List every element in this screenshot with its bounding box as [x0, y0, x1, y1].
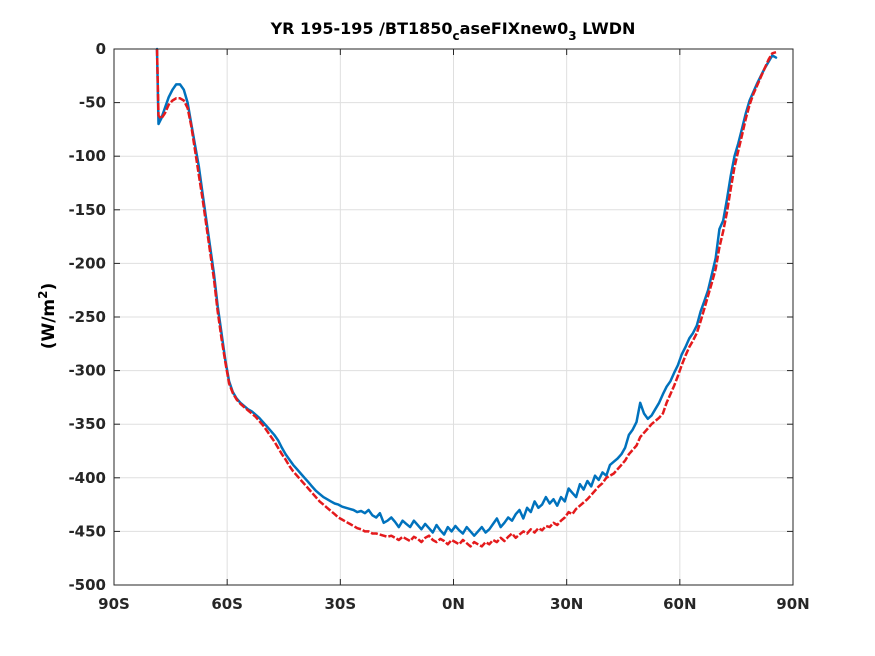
- ylabel-superscript: 2: [36, 290, 50, 298]
- y-tick-label-2: -100: [68, 147, 106, 165]
- y-tick-label-6: -300: [68, 362, 106, 380]
- chart-title: YR 195-195 /BT1850caseFIXnew03 LWDN: [270, 19, 636, 43]
- y-tick-label-0: 0: [96, 40, 106, 58]
- x-tick-label-0: 90S: [98, 595, 130, 613]
- x-tick-label-6: 90N: [776, 595, 809, 613]
- ylabel-main: (W/m: [39, 299, 59, 349]
- y-tick-label-10: -500: [68, 576, 106, 594]
- y-tick-label-7: -350: [68, 415, 106, 433]
- y-tick-label-1: -50: [79, 94, 106, 112]
- x-tick-label-2: 30S: [324, 595, 356, 613]
- title-subscript-1: c: [453, 29, 460, 43]
- x-tick-label-5: 60N: [663, 595, 696, 613]
- y-tick-label-9: -450: [68, 522, 106, 540]
- title-main: YR 195-195 /BT1850: [270, 19, 453, 38]
- title-mid: aseFIXnew0: [460, 19, 569, 38]
- series-line-1: [155, 48, 777, 548]
- y-tick-label-8: -400: [68, 469, 106, 487]
- x-tick-label-1: 60S: [211, 595, 243, 613]
- y-tick-label-4: -200: [68, 254, 106, 272]
- y-tick-label-5: -250: [68, 308, 106, 326]
- title-tail: LWDN: [577, 19, 636, 38]
- x-tick-label-4: 30N: [550, 595, 583, 613]
- data-series: [155, 47, 778, 548]
- y-axis-label: (W/m2): [36, 283, 59, 350]
- title-subscript-2: 3: [568, 29, 576, 43]
- y-tick-label-3: -150: [68, 201, 106, 219]
- axis-ticks: 90S 60S 30S 0N 30N 60N 90N 0 -50 -100 -150 -200 -250…: [68, 40, 809, 613]
- x-tick-label-3: 0N: [442, 595, 465, 613]
- series-line-0: [155, 47, 778, 537]
- ylabel-tail: ): [39, 283, 59, 291]
